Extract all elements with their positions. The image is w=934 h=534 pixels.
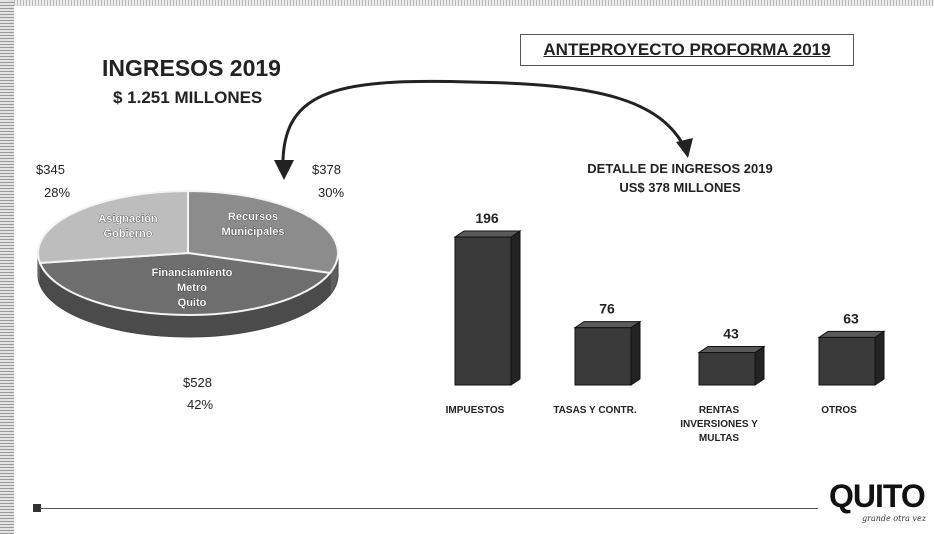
bar-1 bbox=[574, 327, 632, 386]
bar-0 bbox=[454, 236, 512, 386]
bar-chart: 196 IMPUESTOS 76 TASAS Y CONTR. 43 RENTAS INVE… bbox=[446, 210, 886, 444]
pie-slice-1 bbox=[38, 251, 332, 316]
bar-chart-subtitle: US$ 378 MILLONES bbox=[619, 180, 741, 195]
bar-side-3 bbox=[874, 330, 885, 386]
footer-square bbox=[33, 504, 41, 512]
pie-value-label-gobierno: $345 bbox=[36, 162, 65, 177]
bar-value-label-2: 43 bbox=[723, 326, 739, 342]
pie-percent-label-gobierno: 28% bbox=[44, 185, 71, 200]
bar-category-label-0: IMPUESTOS bbox=[446, 405, 505, 416]
pie-value-label-metro: $528 bbox=[183, 375, 212, 390]
bar-top-0 bbox=[453, 230, 522, 238]
bar-value-label-3: 63 bbox=[843, 310, 859, 326]
bar-3 bbox=[818, 336, 876, 386]
connector-arrowhead-right bbox=[676, 138, 693, 158]
bar-2 bbox=[698, 352, 756, 386]
bar-side-2 bbox=[754, 345, 765, 386]
header-title: ANTEPROYECTO PROFORMA 2019 bbox=[543, 40, 831, 59]
bar-chart-title: DETALLE DE INGRESOS 2019 bbox=[587, 161, 773, 176]
left-border bbox=[0, 0, 14, 534]
pie-slice-label-2: Asignación Gobierno bbox=[98, 213, 158, 240]
pie-slice-0 bbox=[187, 189, 339, 275]
connector-arrowhead-left bbox=[274, 160, 294, 180]
pie-slice-label-1: Financiamiento Metro Quito bbox=[152, 267, 233, 309]
bar-value-label-1: 76 bbox=[599, 301, 615, 317]
bar-category-label-3: OTROS bbox=[821, 405, 857, 416]
quito-logo: QUITO bbox=[829, 478, 926, 514]
footer-divider bbox=[40, 508, 818, 509]
bar-top-1 bbox=[573, 321, 642, 329]
connector-arrow bbox=[281, 79, 687, 173]
pie-slice-2 bbox=[37, 189, 189, 265]
bar-category-label-2: RENTAS INVERSIONES Y MULTAS bbox=[680, 405, 758, 444]
bar-side-1 bbox=[630, 320, 641, 386]
pie-percent-label-metro: 42% bbox=[187, 397, 214, 412]
pie-chart: Recursos Municipales Financiamiento Metro Qu… bbox=[37, 189, 339, 338]
bar-value-label-0: 196 bbox=[475, 210, 499, 226]
pie-value-label-municipales: $378 bbox=[312, 162, 341, 177]
bar-category-label-1: TASAS Y CONTR. bbox=[553, 405, 637, 416]
bar-top-2 bbox=[697, 346, 766, 354]
pie-subtitle: $ 1.251 MILLONES bbox=[113, 88, 263, 107]
pie-title: INGRESOS 2019 bbox=[102, 55, 281, 81]
bar-side-0 bbox=[510, 230, 521, 386]
bar-top-3 bbox=[817, 330, 886, 338]
pie-percent-label-municipales: 30% bbox=[318, 185, 345, 200]
quito-logo-tagline: grande otra vez bbox=[862, 514, 926, 523]
header-title-box: ANTEPROYECTO PROFORMA 2019 bbox=[520, 34, 854, 66]
pie-slice-label-0: Recursos Municipales bbox=[222, 211, 285, 238]
top-border bbox=[14, 0, 934, 6]
